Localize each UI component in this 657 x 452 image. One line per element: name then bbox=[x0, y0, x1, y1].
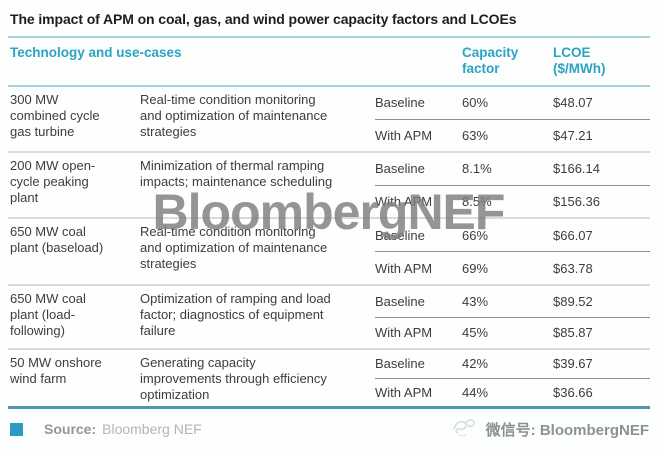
use-case-cell: Real-time condition monitoring and optim… bbox=[140, 224, 328, 271]
scenario-label: With APM bbox=[375, 193, 433, 209]
column-header-lcoe: LCOE ($/MWh) bbox=[553, 45, 606, 76]
row-separator bbox=[8, 284, 650, 286]
table-bottom-rule bbox=[8, 406, 650, 409]
technology-cell: 650 MW coal plant (baseload) bbox=[10, 224, 104, 255]
row-separator bbox=[8, 217, 650, 219]
scenario-subrows: Baseline 43% $89.52 With APM 45% $85.87 bbox=[375, 286, 650, 348]
scenario-label: Baseline bbox=[375, 293, 425, 309]
scenario-label: Baseline bbox=[375, 95, 425, 111]
scenario-label: Baseline bbox=[375, 161, 425, 177]
table-row: 300 MW combined cycle gas turbine Real-t… bbox=[0, 87, 657, 151]
table-row: 650 MW coal plant (baseload) Real-time c… bbox=[0, 219, 657, 284]
table-row: 650 MW coal plant (load- following) Opti… bbox=[0, 286, 657, 348]
header-bottom-rule bbox=[8, 85, 650, 87]
capacity-value: 8.5% bbox=[462, 193, 492, 209]
lcoe-value: $156.36 bbox=[553, 193, 600, 209]
source-square-icon bbox=[10, 422, 23, 436]
with-apm-subrow: With APM 63% $47.21 bbox=[375, 118, 650, 152]
source-value: Bloomberg NEF bbox=[102, 421, 202, 437]
lcoe-value: $47.21 bbox=[553, 127, 593, 143]
lcoe-value: $48.07 bbox=[553, 95, 593, 111]
use-case-cell: Generating capacity improvements through… bbox=[140, 355, 327, 402]
baseline-subrow: Baseline 60% $48.07 bbox=[375, 87, 650, 119]
wechat-sketch-icon bbox=[450, 414, 480, 445]
wechat-handle: 微信号: BloombergNEF bbox=[485, 421, 649, 439]
capacity-value: 60% bbox=[462, 95, 489, 111]
capacity-value: 45% bbox=[462, 325, 489, 341]
with-apm-subrow: With APM 45% $85.87 bbox=[375, 316, 650, 349]
header-top-rule bbox=[8, 36, 650, 38]
figure-title: The impact of APM on coal, gas, and wind… bbox=[10, 11, 517, 27]
table-row: 200 MW open- cycle peaking plant Minimiz… bbox=[0, 153, 657, 217]
capacity-value: 63% bbox=[462, 127, 489, 143]
baseline-subrow: Baseline 8.1% $166.14 bbox=[375, 153, 650, 185]
scenario-subrows: Baseline 66% $66.07 With APM 69% $63.78 bbox=[375, 219, 650, 284]
table-row: 50 MW onshore wind farm Generating capac… bbox=[0, 350, 657, 406]
baseline-subrow: Baseline 66% $66.07 bbox=[375, 219, 650, 251]
scenario-subrows: Baseline 8.1% $166.14 With APM 8.5% $156… bbox=[375, 153, 650, 217]
lcoe-value: $89.52 bbox=[553, 293, 593, 309]
with-apm-subrow: With APM 44% $36.66 bbox=[375, 377, 650, 407]
baseline-subrow: Baseline 42% $39.67 bbox=[375, 350, 650, 378]
scenario-label: With APM bbox=[375, 127, 433, 143]
wechat-badge: 微信号: BloombergNEF bbox=[450, 414, 649, 445]
lcoe-value: $166.14 bbox=[553, 161, 600, 177]
with-apm-subrow: With APM 69% $63.78 bbox=[375, 251, 650, 284]
source-label: Source: bbox=[44, 421, 97, 437]
scenario-label: With APM bbox=[375, 325, 433, 341]
technology-cell: 50 MW onshore wind farm bbox=[10, 355, 102, 386]
baseline-subrow: Baseline 43% $89.52 bbox=[375, 286, 650, 317]
column-header-capacity-factor: Capacity factor bbox=[462, 45, 519, 76]
technology-cell: 300 MW combined cycle gas turbine bbox=[10, 92, 100, 139]
scenario-label: Baseline bbox=[375, 356, 425, 372]
with-apm-subrow: With APM 8.5% $156.36 bbox=[375, 184, 650, 218]
scenario-label: Baseline bbox=[375, 227, 425, 243]
use-case-cell: Optimization of ramping and load factor;… bbox=[140, 291, 331, 338]
scenario-label: With APM bbox=[375, 384, 433, 400]
lcoe-value: $39.67 bbox=[553, 356, 593, 372]
footer: Source: Bloomberg NEF 微信号: BloombergNEF bbox=[0, 410, 657, 448]
use-case-cell: Real-time condition monitoring and optim… bbox=[140, 92, 328, 139]
capacity-value: 69% bbox=[462, 260, 489, 276]
row-separator bbox=[8, 151, 650, 153]
table-header-row: Technology and use-cases Capacity factor… bbox=[0, 38, 657, 85]
lcoe-value: $63.78 bbox=[553, 260, 593, 276]
column-header-technology: Technology and use-cases bbox=[10, 45, 182, 60]
capacity-value: 66% bbox=[462, 227, 489, 243]
lcoe-value: $36.66 bbox=[553, 384, 593, 400]
scenario-subrows: Baseline 42% $39.67 With APM 44% $36.66 bbox=[375, 350, 650, 406]
lcoe-value: $85.87 bbox=[553, 325, 593, 341]
technology-cell: 650 MW coal plant (load- following) bbox=[10, 291, 86, 338]
capacity-value: 43% bbox=[462, 293, 489, 309]
lcoe-value: $66.07 bbox=[553, 227, 593, 243]
use-case-cell: Minimization of thermal ramping impacts;… bbox=[140, 158, 333, 189]
scenario-subrows: Baseline 60% $48.07 With APM 63% $47.21 bbox=[375, 87, 650, 151]
capacity-value: 44% bbox=[462, 384, 489, 400]
capacity-value: 42% bbox=[462, 356, 489, 372]
capacity-value: 8.1% bbox=[462, 161, 492, 177]
scenario-label: With APM bbox=[375, 260, 433, 276]
technology-cell: 200 MW open- cycle peaking plant bbox=[10, 158, 96, 205]
row-separator bbox=[8, 348, 650, 350]
